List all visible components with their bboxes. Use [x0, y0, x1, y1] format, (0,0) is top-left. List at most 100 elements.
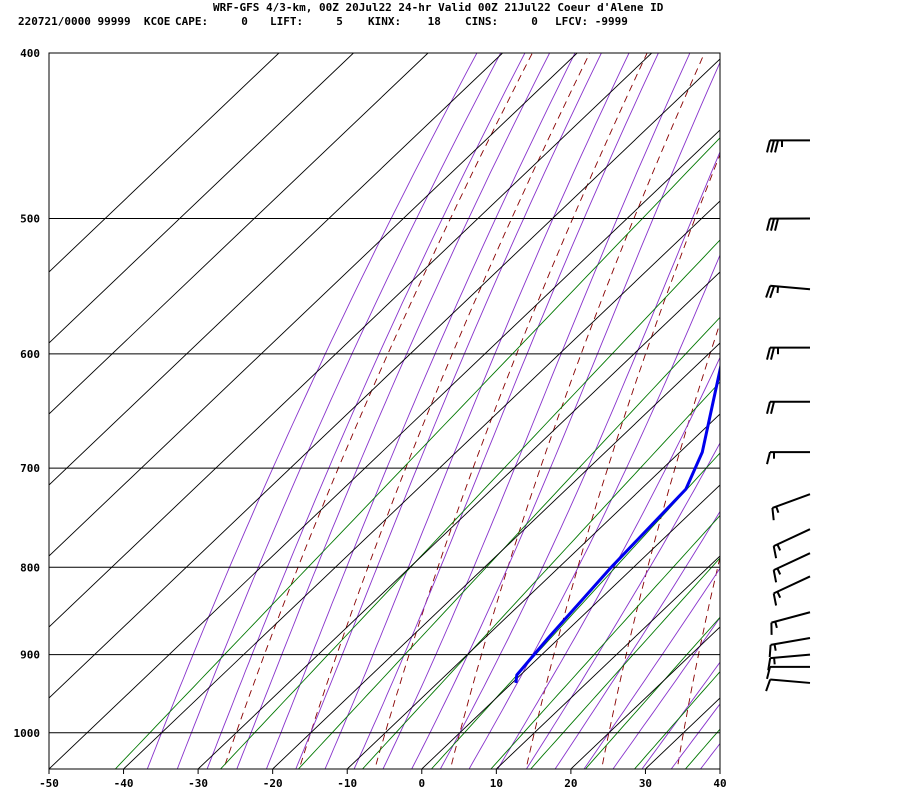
- isotherm: [496, 555, 720, 769]
- wind-barb: [765, 284, 811, 299]
- barb-flag: [765, 285, 772, 298]
- moist-adiabat: [382, 53, 691, 769]
- x-tick-label: -10: [337, 777, 357, 790]
- barb-flag: [770, 401, 775, 414]
- barb-half-flag: [774, 621, 778, 629]
- dry-adiabat: [601, 321, 720, 769]
- moist-adiabat: [725, 34, 900, 776]
- isotherm: [49, 53, 503, 486]
- wind-barb: [771, 493, 811, 521]
- wind-barb: [766, 139, 811, 153]
- barb-flag: [772, 545, 778, 559]
- x-tick-label: 40: [713, 777, 726, 790]
- barb-flag: [774, 218, 779, 231]
- isotherm: [272, 342, 720, 769]
- barb-flag: [766, 666, 771, 680]
- wind-barb: [766, 400, 811, 414]
- moist-adiabat: [525, 442, 720, 769]
- isotherm: [346, 413, 720, 769]
- barb-flag: [766, 451, 771, 465]
- y-tick-label: 800: [20, 561, 40, 574]
- plot-frame: [48, 52, 721, 770]
- barb-flag: [774, 140, 779, 153]
- wind-barb: [772, 575, 811, 606]
- barb-half-flag: [776, 591, 782, 599]
- moist-adiabat: [439, 150, 720, 769]
- moist-adiabat: [146, 53, 478, 769]
- moist-adiabat: [497, 356, 720, 769]
- moist-adiabat: [236, 53, 551, 769]
- cape-value: CAPE: 0: [175, 15, 248, 28]
- barb-flag: [769, 285, 776, 299]
- isotherm: [421, 484, 720, 769]
- moist-adiabat: [176, 53, 502, 769]
- dewpoint-line: [514, 362, 720, 684]
- mixing-ratio-line: [361, 381, 720, 769]
- wind-barbs: [765, 139, 811, 692]
- barb-shaft: [773, 528, 811, 548]
- mixing-ratio-line: [530, 557, 720, 769]
- x-tick-label: 10: [490, 777, 503, 790]
- x-tick-label: -30: [188, 777, 208, 790]
- mixing-ratio-line: [584, 616, 720, 769]
- wind-barb: [768, 636, 811, 658]
- barb-flag: [770, 218, 775, 231]
- barb-shaft: [770, 636, 811, 646]
- dry-adiabat: [525, 153, 720, 769]
- barb-flag: [770, 347, 775, 360]
- mixing-ratio-line: [297, 316, 720, 769]
- y-tick-label: 400: [20, 47, 40, 60]
- y-tick-label: 500: [20, 213, 40, 226]
- dry-adiabat: [223, 53, 533, 769]
- x-tick-label: 30: [639, 777, 652, 790]
- moist-adiabat: [411, 61, 720, 769]
- x-tick-label: 0: [418, 777, 425, 790]
- barb-flag: [772, 593, 778, 606]
- barb-shaft: [771, 611, 811, 624]
- dry-adiabat: [298, 53, 591, 769]
- x-tick-label: -50: [39, 777, 59, 790]
- wind-barb: [772, 528, 811, 559]
- moist-adiabat: [295, 53, 602, 769]
- mixing-ratio-line: [114, 137, 720, 769]
- isotherm: [49, 53, 429, 415]
- isotherm: [719, 768, 720, 769]
- wind-barb: [766, 451, 811, 465]
- mixing-ratio-line: [490, 514, 720, 769]
- mixing-ratio-line: [219, 239, 720, 769]
- barb-flag: [770, 140, 775, 153]
- isotherm: [570, 626, 720, 769]
- mixing-ratio-line: [722, 34, 900, 776]
- wind-barb: [765, 678, 811, 692]
- barb-flag: [767, 657, 772, 671]
- moist-adiabat: [468, 253, 720, 769]
- barb-shaft: [773, 552, 811, 572]
- wind-barb: [766, 346, 811, 360]
- barb-half-flag: [776, 567, 782, 575]
- y-tick-label: 700: [20, 462, 40, 475]
- mixing-ratio-line: [633, 671, 720, 769]
- isotherm: [49, 53, 354, 344]
- barb-flag: [766, 347, 771, 360]
- x-tick-label: -40: [114, 777, 134, 790]
- y-tick-label: 900: [20, 649, 40, 662]
- lfcv-value: LFCV: -9999: [555, 15, 628, 28]
- moist-adiabat: [324, 53, 630, 769]
- x-tick-label: -20: [263, 777, 283, 790]
- moist-adiabat: [353, 53, 659, 769]
- barb-half-flag: [775, 506, 780, 514]
- moist-adiabat: [641, 661, 720, 769]
- moist-adiabat: [554, 510, 720, 769]
- barb-shaft: [770, 653, 811, 660]
- sounding-header: WRF-GFS 4/3-km, 00Z 20Jul22 24-hr Valid …: [0, 0, 900, 32]
- dry-adiabat: [676, 555, 720, 769]
- barb-flag: [765, 679, 772, 692]
- barb-shaft: [773, 575, 811, 595]
- barb-half-flag: [773, 657, 776, 665]
- barb-flag: [766, 401, 771, 414]
- station-id: 220721/0000 99999 KCOE: [18, 15, 171, 28]
- isotherm: [49, 58, 720, 699]
- barb-flag: [766, 140, 771, 153]
- isotherm: [197, 271, 720, 769]
